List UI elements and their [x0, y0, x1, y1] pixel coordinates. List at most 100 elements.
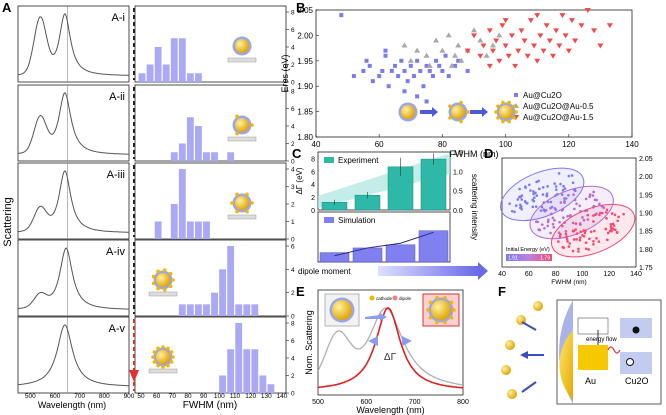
point-triangle-down: [496, 58, 503, 64]
cluster-point: [609, 229, 613, 232]
panel-e: 500 600 700 800 Wavelength (nm) Nom. Scatteri…: [304, 289, 469, 415]
hist-bar: [203, 221, 210, 239]
ytick-label: 1.85: [639, 229, 653, 236]
hist-bar: [259, 375, 267, 393]
point-square: [405, 79, 410, 84]
xtick-label: 40: [498, 271, 506, 278]
cluster-point: [558, 235, 562, 238]
cluster-point: [553, 182, 556, 185]
cluster-point: [564, 232, 568, 236]
point-triangle-down: [471, 33, 477, 39]
hist-ytick-label: 0: [291, 159, 295, 166]
cluster-point: [588, 237, 591, 241]
hist-ytick-label: 2: [291, 141, 295, 148]
cluster-point: [577, 247, 580, 251]
dg-arrow-left: [368, 336, 378, 346]
b-particle-sat: [459, 119, 463, 124]
cluster-point: [584, 229, 587, 233]
e-particle-sat: [435, 295, 439, 300]
point-square: [339, 13, 344, 18]
f-energy-label: energy flow: [586, 337, 617, 343]
cluster-point: [550, 205, 554, 209]
exp-bar: [420, 158, 447, 211]
b-arrow: [470, 107, 488, 117]
e-particle-core: [431, 300, 451, 320]
cluster-point: [546, 220, 550, 224]
ytick-label: 1.90: [639, 211, 653, 218]
particle-icon-sat: [250, 123, 254, 127]
cluster-point: [524, 201, 528, 204]
cluster-point: [561, 245, 565, 249]
panel-letter-d: D: [484, 146, 493, 161]
cluster-point: [532, 190, 535, 193]
point-square: [408, 63, 413, 68]
point-triangle: [401, 42, 408, 48]
cluster-point: [564, 197, 568, 200]
cluster-point: [565, 235, 568, 238]
xtick-label: 40: [312, 140, 321, 149]
hist-ytick-label: 6: [291, 338, 295, 345]
sim-line: [334, 231, 434, 257]
cluster-point: [581, 233, 584, 237]
sim-frame: [317, 211, 451, 263]
exp-ytick-label: 2: [311, 195, 315, 202]
cluster-point: [616, 219, 620, 223]
point-square: [424, 63, 429, 68]
hist-ytick-label: 1: [291, 219, 295, 226]
cluster-point: [559, 182, 562, 186]
f-arrowhead: [520, 351, 528, 359]
hist-ytick-label: 8: [291, 10, 295, 17]
cluster-point: [545, 192, 549, 195]
colorbar-label: Initial Energy (eV): [506, 247, 550, 253]
b-particle-sat: [512, 104, 516, 108]
hist-ytick-label: 3: [291, 184, 295, 191]
e-particle-sat: [449, 315, 454, 320]
point-triangle-down: [505, 53, 512, 59]
cluster-point: [592, 190, 595, 194]
colorbar: [506, 254, 552, 261]
sim-ytick-label: 1.0: [453, 169, 463, 176]
legend-marker: [514, 93, 518, 97]
hist-frame: [134, 84, 287, 162]
xtick-label: 80: [438, 140, 447, 149]
ytick-label: 2.00: [639, 174, 653, 181]
hist-ytick-label: 0: [291, 314, 295, 321]
particle-icon-sat: [171, 355, 175, 359]
b-particle-sat: [512, 116, 516, 120]
f-energy-box: [577, 317, 609, 335]
point-triangle: [423, 52, 430, 58]
colorbar-min: 1.91: [508, 256, 518, 262]
b-particle-sat: [496, 104, 500, 108]
cluster-point: [554, 188, 558, 192]
sim-ytick-label: 0.0: [453, 208, 463, 215]
cluster-point: [535, 180, 538, 184]
panel-letter-e: E: [296, 284, 305, 299]
dg-arrow-right: [402, 336, 412, 346]
hist-bar: [219, 375, 227, 393]
hist-bar: [243, 304, 251, 316]
cluster-point: [622, 212, 625, 216]
e-particle-sat: [452, 308, 456, 312]
cluster-point: [578, 236, 582, 239]
point-triangle-down: [502, 18, 509, 24]
point-triangle-down: [515, 48, 522, 54]
hist-ytick-label: 8: [291, 89, 295, 96]
dg-label: ΔΓ: [384, 352, 397, 363]
dipole-label: dipole moment: [298, 267, 351, 276]
hist-bar: [178, 169, 186, 239]
cluster-point: [541, 193, 545, 196]
cluster-point: [614, 228, 617, 232]
e-particle-sat: [428, 315, 433, 320]
cluster-point: [527, 183, 531, 187]
point-square: [424, 99, 429, 104]
substrate: [227, 136, 257, 142]
hist-ytick-label: 4: [291, 45, 295, 52]
point-triangle-down: [512, 63, 519, 69]
exp-ytick-label: 0: [311, 208, 315, 215]
cluster-point: [598, 211, 602, 215]
hist-bar: [186, 73, 194, 82]
point-triangle: [426, 62, 433, 68]
ytick-label: 1.80: [639, 247, 653, 254]
